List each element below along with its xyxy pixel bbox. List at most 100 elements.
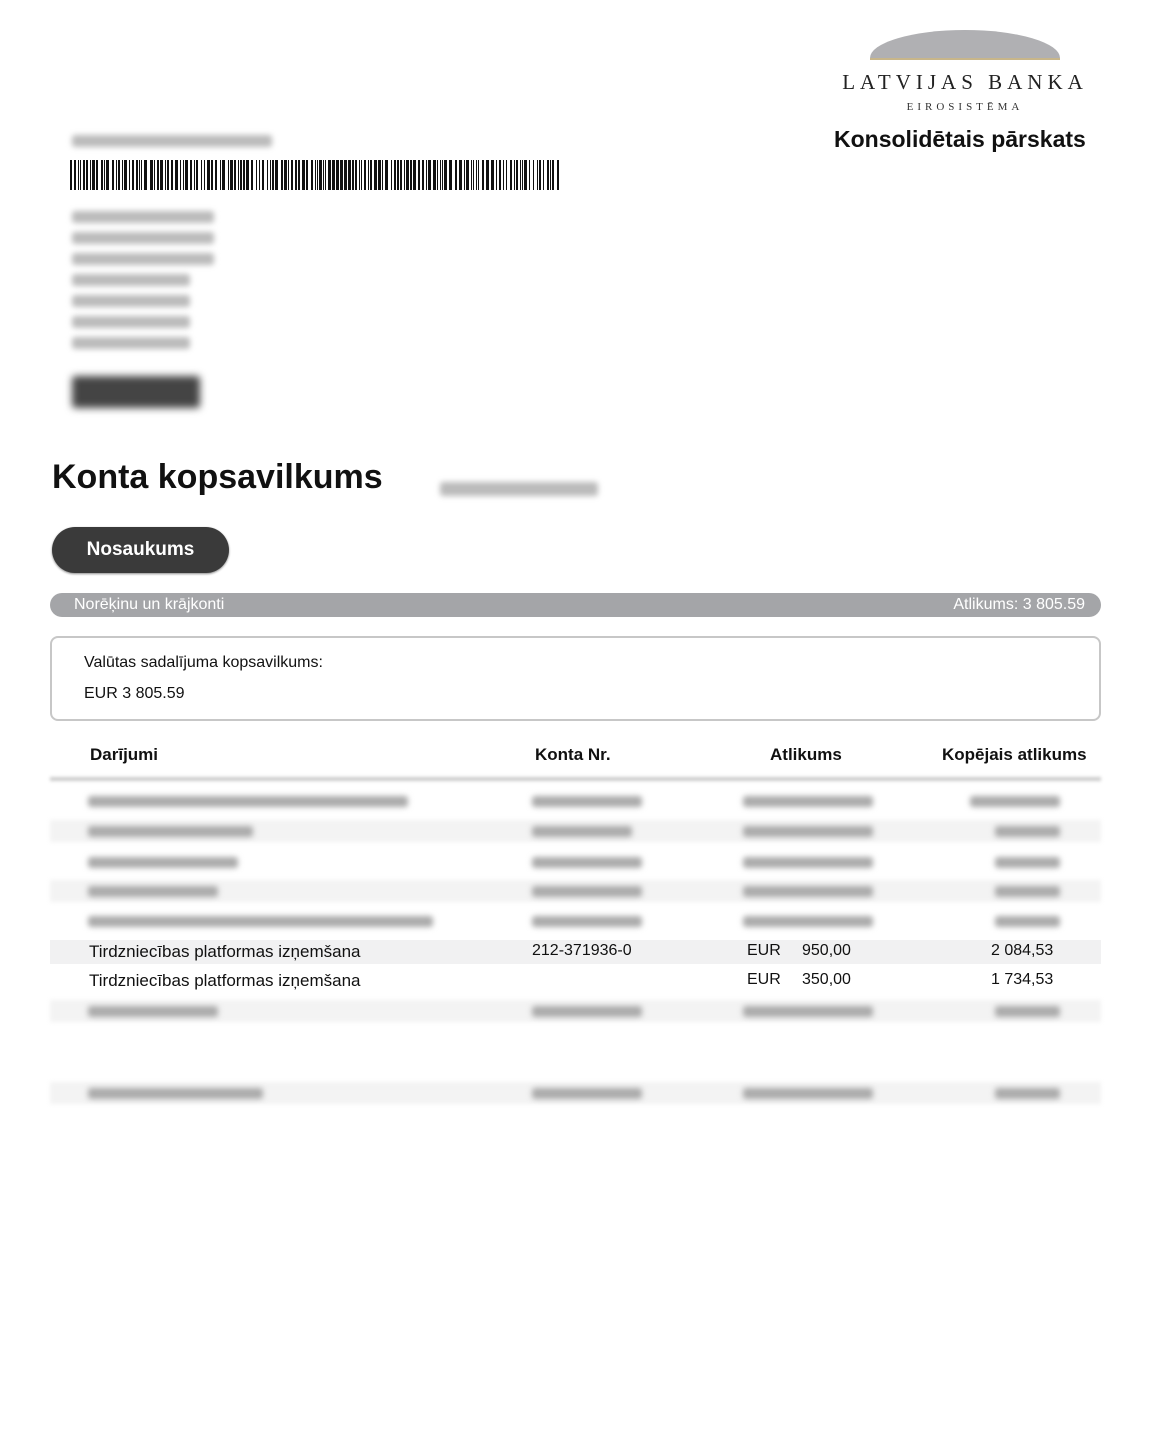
barcode-bar — [442, 160, 443, 190]
barcode-bar — [157, 160, 159, 190]
barcode-bar — [359, 160, 360, 190]
row-currency: EUR — [747, 942, 781, 959]
barcode-bar — [74, 160, 76, 190]
barcode-bar — [238, 160, 239, 190]
barcode-bar — [150, 160, 153, 190]
redacted-table-row — [50, 1082, 1101, 1104]
redacted-table-row — [50, 880, 1101, 902]
barcode-bar — [116, 160, 117, 190]
redacted-address-line — [72, 295, 190, 307]
redacted-cell — [532, 1088, 642, 1099]
barcode-bar — [533, 160, 534, 190]
tab-nosaukums[interactable]: Nosaukums — [52, 527, 229, 573]
logo-subtitle: EIROSISTĒMA — [906, 101, 1024, 113]
redacted-cell — [743, 796, 873, 807]
barcode-bar — [378, 160, 381, 190]
row-currency: EUR — [747, 971, 781, 988]
currency-summary-value: EUR 3 805.59 — [84, 685, 185, 702]
barcode-bar — [514, 160, 515, 190]
barcode-bar — [440, 160, 441, 190]
barcode-bar — [136, 160, 138, 190]
barcode-bar — [382, 160, 383, 190]
barcode-bar — [332, 160, 335, 190]
barcode-bar — [510, 160, 512, 190]
barcode-bar — [124, 160, 127, 190]
barcode-bar — [482, 160, 484, 190]
redacted-cell — [743, 1088, 873, 1099]
barcode-bar — [262, 160, 264, 190]
barcode-bar — [506, 160, 507, 190]
barcode-bar — [449, 160, 452, 190]
barcode-bar — [234, 160, 236, 190]
redacted-cell — [88, 826, 253, 837]
barcode-bar — [80, 160, 81, 190]
barcode-bar — [243, 160, 245, 190]
table-row: Tirdzniecības platformas izņemšana EUR 3… — [50, 969, 1101, 993]
redacted-table-row — [50, 820, 1101, 842]
report-title: Konsolidētais pārskats — [834, 126, 1086, 152]
barcode-bar — [476, 160, 477, 190]
barcode-bar — [201, 160, 202, 190]
redacted-address-line — [72, 211, 214, 223]
redacted-cell — [995, 826, 1060, 837]
redacted-address-line — [72, 253, 214, 265]
barcode-bar — [171, 160, 173, 190]
barcode-bar — [215, 160, 217, 190]
row-total: 2 084,53 — [991, 942, 1054, 959]
barcode-bar — [328, 160, 331, 190]
barcode-bar — [543, 160, 544, 190]
barcode-bar — [295, 160, 297, 190]
redacted-cell — [532, 916, 642, 927]
barcode-bar — [400, 160, 402, 190]
barcode-bar — [256, 160, 257, 190]
table-row: Tirdzniecības platformas izņemšana 212-3… — [50, 940, 1101, 964]
barcode-bar — [368, 160, 369, 190]
barcode-bar — [444, 160, 447, 190]
barcode-bar — [413, 160, 416, 190]
column-header-total-balance: Kopējais atlikums — [942, 745, 1087, 764]
section-header: Norēķinu un krājkonti Atlikums: 3 805.59 — [50, 593, 1101, 617]
barcode-bar — [428, 160, 431, 190]
redacted-address-line — [72, 232, 214, 244]
redacted-cell — [995, 1006, 1060, 1017]
barcode-bar — [270, 160, 271, 190]
redacted-date — [440, 482, 598, 496]
barcode-bar — [298, 160, 300, 190]
barcode-bar — [516, 160, 518, 190]
barcode-bar — [499, 160, 501, 190]
barcode-bar — [418, 160, 420, 190]
barcode-bar — [96, 160, 98, 190]
redacted-cell — [532, 826, 632, 837]
barcode-bar — [433, 160, 436, 190]
barcode-bar — [344, 160, 347, 190]
barcode-bar — [302, 160, 305, 190]
barcode-bar — [92, 160, 95, 190]
redacted-cell — [88, 1006, 218, 1017]
barcode-bar — [185, 160, 188, 190]
row-account: 212-371936-0 — [532, 942, 632, 959]
barcode-bar — [496, 160, 497, 190]
barcode-bar — [397, 160, 399, 190]
redacted-table-row — [50, 790, 1101, 812]
redacted-address-line — [72, 337, 190, 349]
row-description: Tirdzniecības platformas izņemšana — [89, 971, 361, 990]
barcode-bar — [83, 160, 85, 190]
redacted-cell — [743, 857, 873, 868]
redacted-cell — [743, 826, 873, 837]
barcode-bar — [364, 160, 366, 190]
row-amount: 950,00 — [802, 942, 851, 959]
barcode-bar — [246, 160, 249, 190]
barcode-bar — [491, 160, 494, 190]
barcode-bar — [251, 160, 253, 190]
header-divider — [50, 777, 1101, 781]
barcode-bar — [194, 160, 195, 190]
row-amount: 350,00 — [802, 971, 851, 988]
barcode-bar — [190, 160, 192, 190]
barcode-bar — [160, 160, 163, 190]
barcode-bar — [539, 160, 541, 190]
barcode-bar — [486, 160, 489, 190]
barcode-bar — [459, 160, 462, 190]
barcode-bar — [288, 160, 289, 190]
barcode-bar — [275, 160, 278, 190]
redacted-cell — [88, 886, 218, 897]
